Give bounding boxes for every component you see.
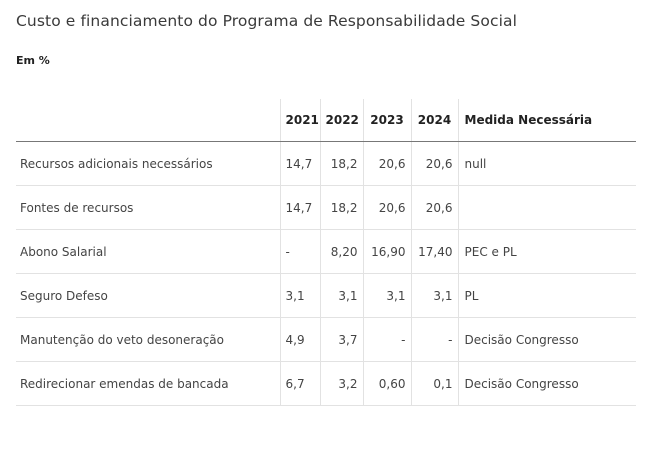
cell-2021: 4,9: [279, 317, 320, 362]
cell-2024: -: [410, 317, 458, 362]
cell-2021: -: [279, 229, 320, 274]
table-row: Seguro Defeso 3,1 3,1 3,1 3,1 PL: [16, 273, 636, 318]
cell-medida: null: [457, 141, 636, 186]
cell-2024: 20,6: [410, 141, 458, 186]
row-label: Recursos adicionais necessários: [16, 141, 280, 186]
cell-2022: 3,2: [319, 361, 363, 406]
cell-2024: 20,6: [410, 185, 458, 230]
cell-medida: [457, 185, 636, 230]
cell-2024: 17,40: [410, 229, 458, 274]
cell-2022: 18,2: [319, 141, 363, 186]
data-table: 2021 2022 2023 2024 Medida Necessária Re…: [16, 99, 636, 406]
cell-2022: 3,1: [319, 273, 363, 318]
cell-2024: 3,1: [410, 273, 458, 318]
column-header-2022: 2022: [319, 99, 363, 142]
cell-2023: -: [362, 317, 411, 362]
cell-2021: 6,7: [279, 361, 320, 406]
cell-medida: PEC e PL: [457, 229, 636, 274]
row-label: Seguro Defeso: [16, 273, 280, 318]
cell-2021: 14,7: [279, 185, 320, 230]
cell-medida: Decisão Congresso: [457, 361, 636, 406]
cell-2023: 3,1: [362, 273, 411, 318]
cell-2021: 14,7: [279, 141, 320, 186]
table-row: Fontes de recursos 14,7 18,2 20,6 20,6: [16, 185, 636, 230]
cell-2023: 20,6: [362, 185, 411, 230]
column-header-2021: 2021: [279, 99, 320, 142]
table-row: Recursos adicionais necessários 14,7 18,…: [16, 141, 636, 186]
cell-2022: 3,7: [319, 317, 363, 362]
cell-2024: 0,1: [410, 361, 458, 406]
cell-2023: 16,90: [362, 229, 411, 274]
unit-label: Em %: [16, 54, 50, 67]
row-label: Manutenção do veto desoneração: [16, 317, 280, 362]
cell-2023: 0,60: [362, 361, 411, 406]
table-header-row: 2021 2022 2023 2024 Medida Necessária: [16, 99, 636, 142]
column-header-label: [16, 99, 280, 142]
table-row: Manutenção do veto desoneração 4,9 3,7 -…: [16, 317, 636, 362]
table-title: Custo e financiamento do Programa de Res…: [16, 12, 517, 30]
row-label: Fontes de recursos: [16, 185, 280, 230]
cell-2022: 8,20: [319, 229, 363, 274]
cell-medida: Decisão Congresso: [457, 317, 636, 362]
table-row: Redirecionar emendas de bancada 6,7 3,2 …: [16, 361, 636, 406]
cell-2023: 20,6: [362, 141, 411, 186]
cell-medida: PL: [457, 273, 636, 318]
row-label: Abono Salarial: [16, 229, 280, 274]
cell-2021: 3,1: [279, 273, 320, 318]
cell-2022: 18,2: [319, 185, 363, 230]
column-header-2024: 2024: [410, 99, 458, 142]
table-row: Abono Salarial - 8,20 16,90 17,40 PEC e …: [16, 229, 636, 274]
column-header-2023: 2023: [362, 99, 411, 142]
column-header-medida: Medida Necessária: [457, 99, 636, 142]
row-label: Redirecionar emendas de bancada: [16, 361, 280, 406]
